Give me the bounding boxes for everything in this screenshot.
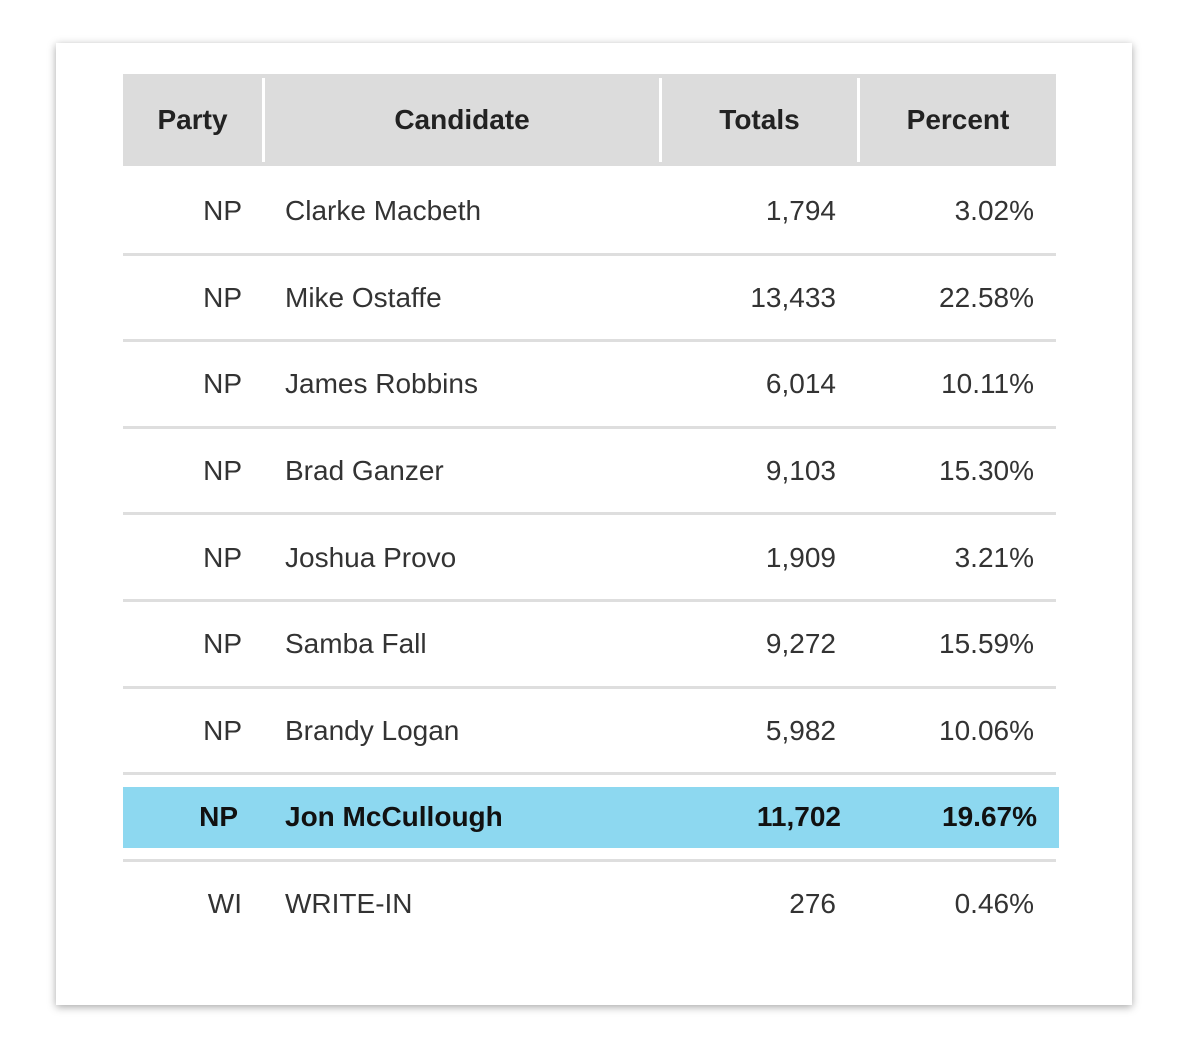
candidate-cell: Clarke Macbeth (285, 195, 482, 227)
percent-cell: 10.11% (941, 368, 1034, 400)
percent-cell: 15.30% (939, 455, 1034, 487)
table-row: NP James Robbins 6,014 10.11% (123, 341, 1059, 429)
percent-cell: 19.67% (942, 801, 1037, 833)
party-cell: NP (203, 541, 242, 573)
table-row: NP Brad Ganzer 9,103 15.30% (123, 428, 1059, 516)
totals-cell: 276 (789, 888, 836, 920)
party-cell: NP (199, 801, 238, 833)
percent-cell: 22.58% (939, 281, 1034, 313)
percent-cell: 15.59% (939, 628, 1034, 660)
row-separator (123, 598, 1056, 602)
totals-cell: 1,794 (765, 195, 836, 227)
header-cell: Candidate (394, 104, 530, 135)
totals-cell: 13,433 (750, 281, 836, 313)
percent-cell: 3.21% (954, 541, 1034, 573)
totals-cell: 6,014 (765, 368, 836, 400)
party-cell: NP (203, 714, 242, 746)
candidate-cell: James Robbins (285, 368, 478, 400)
party-cell: NP (203, 195, 242, 227)
row-separator (123, 858, 1056, 862)
totals-cell: 9,272 (765, 628, 836, 660)
row-separator (123, 252, 1056, 256)
table-row: NP Samba Fall 9,272 15.59% (123, 601, 1059, 689)
party-cell: NP (203, 368, 242, 400)
header-separator (659, 78, 662, 162)
percent-cell: 10.06% (939, 714, 1034, 746)
table-header: Party Candidate Totals Percent (123, 74, 1056, 166)
header-separator (857, 78, 860, 162)
candidate-cell: WRITE-IN (285, 888, 413, 920)
totals-cell: 9,103 (765, 455, 836, 487)
table-row: NP Clarke Macbeth 1,794 3.02% (123, 168, 1059, 256)
party-cell: NP (203, 281, 242, 313)
totals-cell: 1,909 (765, 541, 836, 573)
totals-cell: 11,702 (756, 801, 841, 833)
row-separator (123, 772, 1056, 776)
party-cell: NP (203, 455, 242, 487)
candidate-cell: Brandy Logan (285, 714, 460, 746)
header-cell: Percent (906, 104, 1010, 135)
candidate-cell: Samba Fall (285, 628, 427, 660)
table-row: NP Mike Ostaffe 13,433 22.58% (123, 255, 1059, 343)
table-row: WI WRITE-IN 276 0.46% (123, 861, 1059, 948)
header-separator (262, 78, 265, 162)
table-row: NP Jon McCullough 11,702 19.67% (123, 774, 1059, 862)
candidate-cell: Jon McCullough (285, 801, 503, 833)
percent-cell: 0.46% (954, 888, 1034, 920)
row-highlight (123, 787, 1059, 848)
candidate-cell: Brad Ganzer (285, 455, 444, 487)
candidate-cell: Joshua Provo (285, 541, 457, 573)
candidate-cell: Mike Ostaffe (285, 281, 442, 313)
row-separator (123, 512, 1056, 516)
table-row: NP Joshua Provo 1,909 3.21% (123, 514, 1059, 602)
header-cell: Party (157, 104, 228, 135)
totals-cell: 5,982 (765, 714, 836, 746)
party-cell: WI (207, 888, 242, 920)
percent-cell: 3.02% (954, 195, 1034, 227)
table-row: NP Brandy Logan 5,982 10.06% (123, 688, 1059, 776)
party-cell: NP (203, 628, 242, 660)
header-cell: Totals (719, 104, 800, 135)
row-separator (123, 685, 1056, 689)
row-separator (123, 425, 1056, 429)
row-separator (123, 339, 1056, 343)
